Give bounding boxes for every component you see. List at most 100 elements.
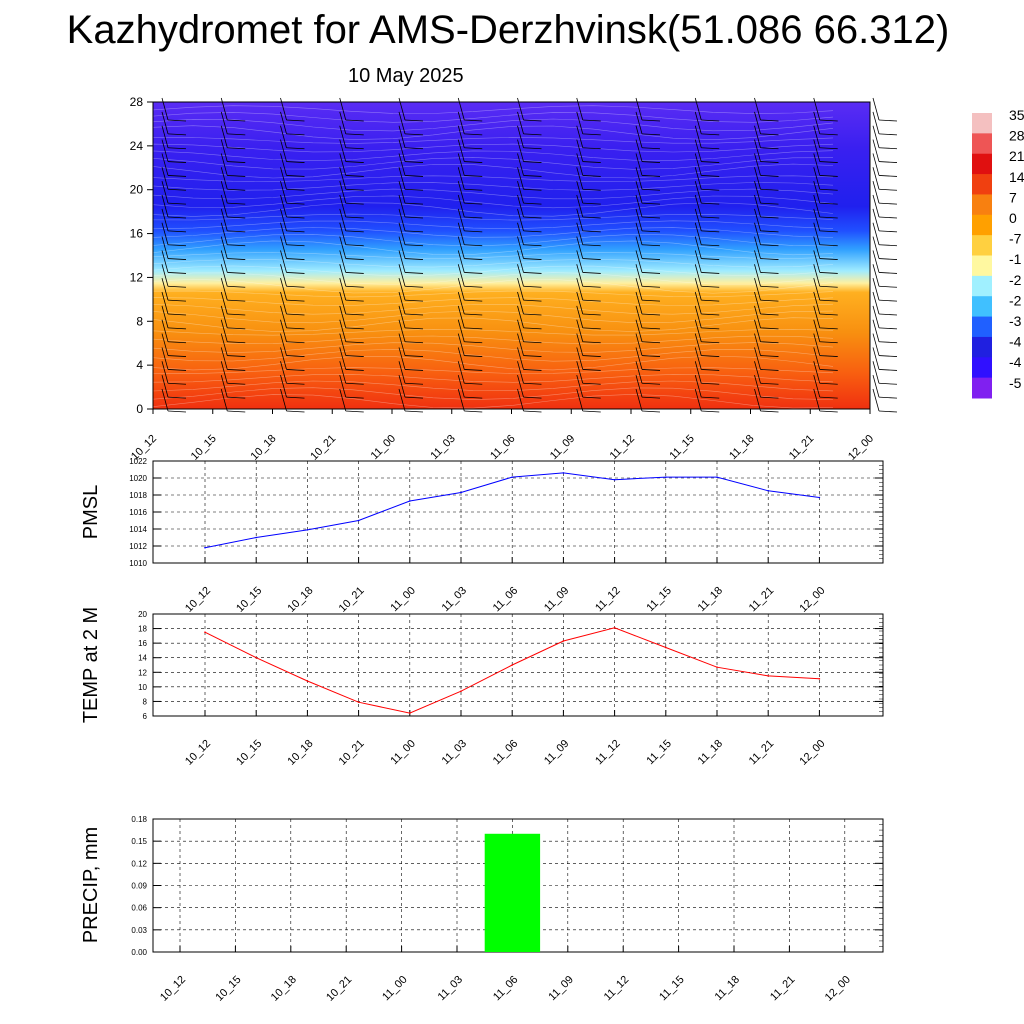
x-tick-label: 11_03: [440, 738, 470, 768]
x-tick-label: 11_18: [727, 433, 757, 463]
wind-barb-flag: [345, 272, 364, 274]
wind-barb-flag: [819, 299, 838, 302]
wind-barb-flag: [819, 313, 838, 316]
x-tick-label: 10_12: [158, 974, 188, 1004]
wind-barb: [280, 236, 287, 259]
wind-barb: [872, 139, 880, 162]
wind-barb: [517, 194, 524, 218]
wind-barb-flag: [641, 382, 661, 385]
wind-barb: [754, 194, 761, 218]
wind-barb-flag: [582, 202, 601, 205]
wind-barb-flag: [701, 188, 720, 191]
wind-barb-flag: [760, 161, 779, 163]
wind-barb: [576, 111, 584, 134]
x-tick-label: 10_15: [234, 585, 264, 615]
x-tick-label: 10_18: [269, 974, 299, 1004]
wind-barb: [694, 361, 702, 384]
wind-barb: [398, 194, 406, 218]
contour-line: [152, 143, 834, 153]
wind-barb: [457, 111, 465, 134]
y-tick-label: 16: [138, 639, 147, 648]
wind-barb: [339, 388, 347, 412]
wind-barb: [161, 181, 169, 204]
wind-barb-flag: [404, 119, 424, 122]
contour-line: [152, 227, 834, 238]
colorbar-swatch: [972, 133, 992, 155]
wind-barb: [280, 291, 287, 315]
wind-barb: [635, 153, 643, 176]
wind-barb-flag: [523, 202, 542, 205]
wind-barb-flag: [760, 299, 779, 302]
colorbar-swatch: [972, 174, 992, 195]
wind-barb: [161, 111, 169, 134]
contour-line: [152, 118, 834, 132]
wind-barb-flag: [464, 188, 483, 191]
wind-barb-flag: [286, 299, 305, 302]
x-tick-label: 10_21: [308, 433, 338, 463]
wind-barb-flag: [641, 369, 661, 371]
contour-line: [152, 252, 834, 259]
x-tick-label: 11_12: [593, 738, 623, 768]
wind-barb: [161, 347, 169, 370]
wind-barb: [754, 125, 761, 148]
colorbar-label: -2: [1009, 272, 1022, 288]
wind-barb: [635, 361, 643, 384]
wind-barb-flag: [760, 258, 779, 260]
wind-barb-flag: [641, 355, 661, 357]
wind-barb: [220, 388, 228, 412]
wind-barb-flag: [878, 272, 898, 274]
wind-barb-flag: [582, 133, 601, 136]
wind-barb-flag: [227, 216, 246, 219]
wind-barb-flag: [227, 258, 246, 260]
wind-barb-flag: [582, 147, 601, 150]
wind-barb: [872, 264, 880, 287]
contour-line: [152, 125, 834, 141]
data-point: [255, 656, 257, 659]
contour-line: [152, 112, 834, 123]
y-axis-label: PMSL: [80, 485, 102, 539]
wind-barb-flag: [819, 230, 838, 233]
wind-barb-flag: [167, 175, 187, 177]
wind-barb-flag: [286, 272, 305, 274]
wind-barb: [280, 305, 287, 328]
wind-barb: [576, 194, 584, 218]
wind-barb: [457, 319, 465, 342]
wind-barb-flag: [167, 147, 187, 150]
wind-barb: [813, 125, 821, 148]
wind-barb: [813, 236, 821, 259]
wind-barb: [339, 250, 347, 273]
x-tick-label: 11_12: [593, 585, 623, 615]
wind-barb-flag: [641, 285, 661, 288]
wind-barb-flag: [227, 327, 246, 330]
wind-barb-flag: [819, 161, 838, 163]
wind-barb-flag: [819, 272, 838, 274]
wind-barb: [872, 319, 880, 342]
wind-barb-flag: [701, 244, 720, 247]
wind-barb-flag: [523, 410, 542, 413]
wind-barb-flag: [878, 410, 898, 413]
wind-barb-flag: [227, 299, 246, 302]
data-point: [357, 701, 360, 703]
wind-barb: [280, 208, 287, 231]
wind-barb: [635, 222, 643, 245]
wind-barb-flag: [167, 410, 187, 413]
wind-barb: [754, 111, 761, 134]
wind-barb-flag: [404, 410, 424, 413]
wind-barb: [398, 111, 406, 134]
wind-barb: [576, 375, 584, 398]
wind-barb: [339, 347, 347, 370]
wind-barb: [635, 111, 643, 134]
wind-barb: [457, 236, 465, 259]
wind-barb: [161, 388, 169, 412]
wind-barb-flag: [760, 147, 779, 150]
wind-barb: [161, 361, 169, 384]
wind-barb-flag: [464, 133, 483, 136]
wind-barb: [280, 319, 287, 342]
wind-barb: [754, 208, 761, 231]
chart-date: 10 May 2025: [348, 65, 464, 87]
wind-barb: [635, 388, 643, 412]
colorbar-swatch: [972, 153, 992, 175]
wind-barb-flag: [819, 396, 838, 399]
wind-barb-flag: [701, 133, 720, 136]
